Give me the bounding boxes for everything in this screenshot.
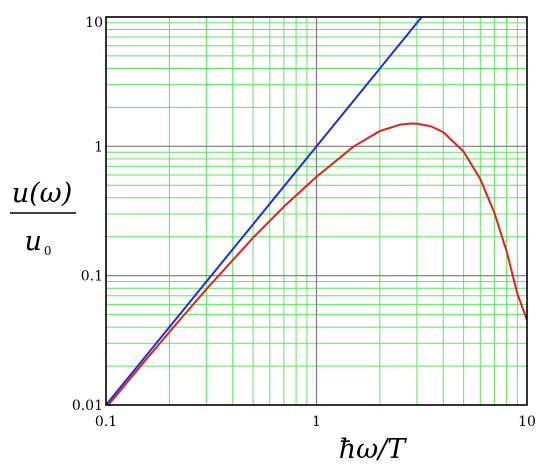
series-group: [106, 17, 527, 405]
x-tick-label: 0.1: [95, 414, 117, 430]
y-tick-label: 0.01: [72, 398, 103, 414]
y-tick-label: 10: [85, 15, 103, 31]
series-line-1: [106, 17, 423, 405]
y-tick-label: 0.1: [81, 269, 103, 285]
series-line-2: [107, 122, 527, 405]
x-tick-label: 1: [312, 414, 321, 430]
x-axis-label: ħω/T: [339, 434, 408, 465]
plot-frame: [105, 16, 528, 406]
y-axis-label-numerator: u(ω): [12, 178, 72, 209]
y-tick-label: 1: [94, 139, 103, 155]
x-tick-label: 10: [518, 414, 536, 430]
